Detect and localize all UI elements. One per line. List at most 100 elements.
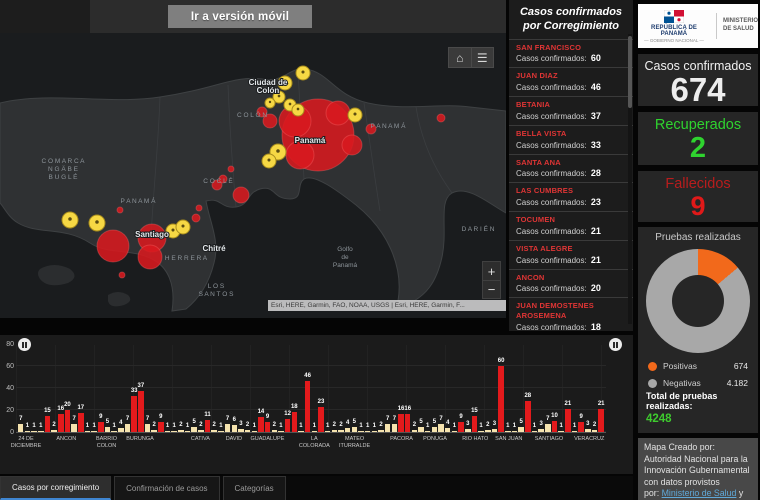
chart-bar[interactable]: 4 bbox=[445, 420, 451, 432]
case-cluster-red[interactable] bbox=[256, 106, 268, 118]
case-bubbles-layer[interactable] bbox=[61, 65, 446, 279]
chart-bar[interactable]: 7 bbox=[545, 416, 551, 432]
chart-bar[interactable]: 2 bbox=[271, 422, 278, 432]
corregimiento-list-item[interactable]: JUAN DEMOSTENES AROSEMENA Casos confirmad… bbox=[509, 297, 633, 331]
case-cluster-red[interactable] bbox=[227, 165, 235, 173]
case-cluster-red[interactable] bbox=[325, 100, 351, 126]
chart-bar[interactable]: 4 bbox=[344, 420, 351, 432]
chart-bar[interactable]: 2 bbox=[591, 422, 598, 432]
chart-bar[interactable]: 1 bbox=[111, 423, 117, 432]
chart-bar[interactable]: 1 bbox=[531, 423, 538, 432]
case-cluster-red[interactable] bbox=[116, 206, 124, 214]
chart-bar[interactable]: 9 bbox=[98, 414, 104, 432]
chart-bar[interactable]: 16 bbox=[404, 406, 411, 432]
chart-bar[interactable]: 60 bbox=[498, 358, 504, 432]
chart-bar[interactable]: 1 bbox=[571, 423, 578, 432]
case-cluster-red[interactable] bbox=[191, 213, 201, 223]
chart-bar[interactable]: 3 bbox=[585, 421, 591, 432]
corregimiento-list-item[interactable]: SANTA ANA Casos confirmados: 28 bbox=[509, 153, 633, 183]
zoom-out-button[interactable]: − bbox=[483, 280, 500, 298]
case-cluster-red[interactable] bbox=[436, 113, 446, 123]
chart-bar[interactable]: 9 bbox=[158, 414, 164, 432]
list-scrollbar-thumb[interactable] bbox=[628, 36, 632, 108]
corregimiento-list-item[interactable]: BELLA VISTA Casos confirmados: 33 bbox=[509, 124, 633, 154]
chart-bar[interactable]: 1 bbox=[24, 423, 31, 432]
tab-confirmaci-n-de-casos[interactable]: Confirmación de casos bbox=[114, 476, 220, 500]
chart-bar[interactable]: 1 bbox=[478, 423, 484, 432]
chart-bar[interactable]: 4 bbox=[118, 420, 124, 432]
chart-bar[interactable]: 23 bbox=[318, 399, 324, 432]
chart-bar[interactable]: 1 bbox=[278, 423, 284, 432]
chart-bar[interactable]: 5 bbox=[418, 419, 424, 432]
chart-bar[interactable]: 1 bbox=[451, 423, 458, 432]
corregimiento-list-item[interactable]: VISTA ALEGRE Casos confirmados: 21 bbox=[509, 239, 633, 269]
chart-bar[interactable]: 3 bbox=[238, 421, 244, 432]
chart-bar[interactable]: 7 bbox=[224, 416, 231, 432]
chart-bar[interactable]: 37 bbox=[137, 383, 144, 432]
chart-bar[interactable]: 7 bbox=[124, 416, 131, 432]
chart-bar[interactable]: 1 bbox=[324, 423, 331, 432]
corregimiento-list-item[interactable]: LAS CUMBRES Casos confirmados: 23 bbox=[509, 182, 633, 211]
chart-bar[interactable]: 1 bbox=[251, 423, 257, 432]
mobile-version-button[interactable]: Ir a versión móvil bbox=[168, 5, 312, 28]
chart-bar[interactable]: 5 bbox=[351, 419, 358, 432]
tab-casos-por-corregimiento[interactable]: Casos por corregimiento bbox=[0, 476, 112, 500]
zoom-in-button[interactable]: + bbox=[487, 263, 496, 279]
corregimiento-list-item[interactable]: TOCUMEN Casos confirmados: 21 bbox=[509, 211, 633, 240]
chart-bar[interactable]: 3 bbox=[465, 421, 471, 432]
case-cluster-red[interactable] bbox=[96, 229, 130, 263]
chart-bar[interactable]: 2 bbox=[51, 422, 57, 432]
chart-bar[interactable]: 28 bbox=[524, 393, 531, 432]
chart-bar[interactable]: 5 bbox=[104, 419, 111, 432]
chart-bar[interactable]: 7 bbox=[18, 416, 24, 432]
chart-bar[interactable]: 14 bbox=[258, 409, 264, 432]
chart-bar[interactable]: 1 bbox=[91, 423, 97, 432]
chart-bar[interactable]: 2 bbox=[338, 422, 344, 432]
chart-bar[interactable]: 1 bbox=[371, 423, 378, 432]
chart-bar[interactable]: 2 bbox=[151, 422, 157, 432]
home-icon[interactable]: ⌂ bbox=[456, 50, 464, 65]
chart-bar[interactable]: 1 bbox=[298, 423, 304, 432]
chart-bar[interactable]: 5 bbox=[518, 419, 524, 432]
chart-bar[interactable]: 21 bbox=[564, 401, 571, 432]
chart-bar[interactable]: 1 bbox=[164, 423, 171, 432]
case-cluster-red[interactable] bbox=[262, 113, 278, 129]
chart-bar[interactable]: 1 bbox=[505, 423, 511, 432]
tests-donut-chart[interactable] bbox=[646, 249, 750, 353]
corregimiento-list-item[interactable]: SAN FRANCISCO Casos confirmados: 60 bbox=[509, 38, 633, 68]
chart-bar[interactable]: 17 bbox=[77, 405, 84, 432]
chart-bar[interactable]: 7 bbox=[71, 416, 77, 432]
chart-bar[interactable]: 1 bbox=[184, 423, 191, 432]
ministry-link[interactable]: Ministerio de Salud bbox=[661, 488, 737, 499]
chart-bar[interactable]: 9 bbox=[264, 414, 271, 432]
case-cluster-red[interactable] bbox=[195, 204, 203, 212]
chart-bar[interactable]: 2 bbox=[331, 422, 338, 432]
chart-bar[interactable]: 1 bbox=[84, 423, 91, 432]
case-cluster-red[interactable] bbox=[341, 134, 363, 156]
chart-bar[interactable]: 3 bbox=[538, 421, 544, 432]
chart-bar[interactable]: 5 bbox=[431, 419, 438, 432]
chart-bar[interactable]: 1 bbox=[31, 423, 37, 432]
case-cluster-red[interactable] bbox=[285, 140, 315, 170]
case-cluster-red[interactable] bbox=[137, 244, 163, 270]
chart-bar[interactable]: 16 bbox=[398, 406, 404, 432]
chart-bar[interactable]: 3 bbox=[491, 421, 498, 432]
list-scrollbar[interactable] bbox=[628, 34, 632, 324]
case-cluster-red[interactable] bbox=[218, 174, 228, 184]
chart-bar[interactable]: 9 bbox=[578, 414, 584, 432]
chart-bar[interactable]: 33 bbox=[131, 388, 138, 432]
chart-bar[interactable]: 1 bbox=[171, 423, 177, 432]
chart-bar[interactable]: 2 bbox=[211, 422, 217, 432]
chart-bar[interactable]: 1 bbox=[364, 423, 371, 432]
chart-bar[interactable]: 1 bbox=[358, 423, 364, 432]
corregimiento-list-item[interactable]: JUAN DIAZ Casos confirmados: 46 bbox=[509, 67, 633, 96]
chart-bar[interactable]: 7 bbox=[438, 416, 444, 432]
chart-bar[interactable]: 2 bbox=[485, 422, 491, 432]
chart-bar[interactable]: 7 bbox=[144, 416, 151, 432]
legend-icon[interactable]: ☰ bbox=[470, 48, 494, 67]
chart-bar[interactable]: 2 bbox=[411, 422, 418, 432]
chart-bar[interactable]: 1 bbox=[218, 423, 224, 432]
chart-bar[interactable]: 1 bbox=[311, 423, 318, 432]
